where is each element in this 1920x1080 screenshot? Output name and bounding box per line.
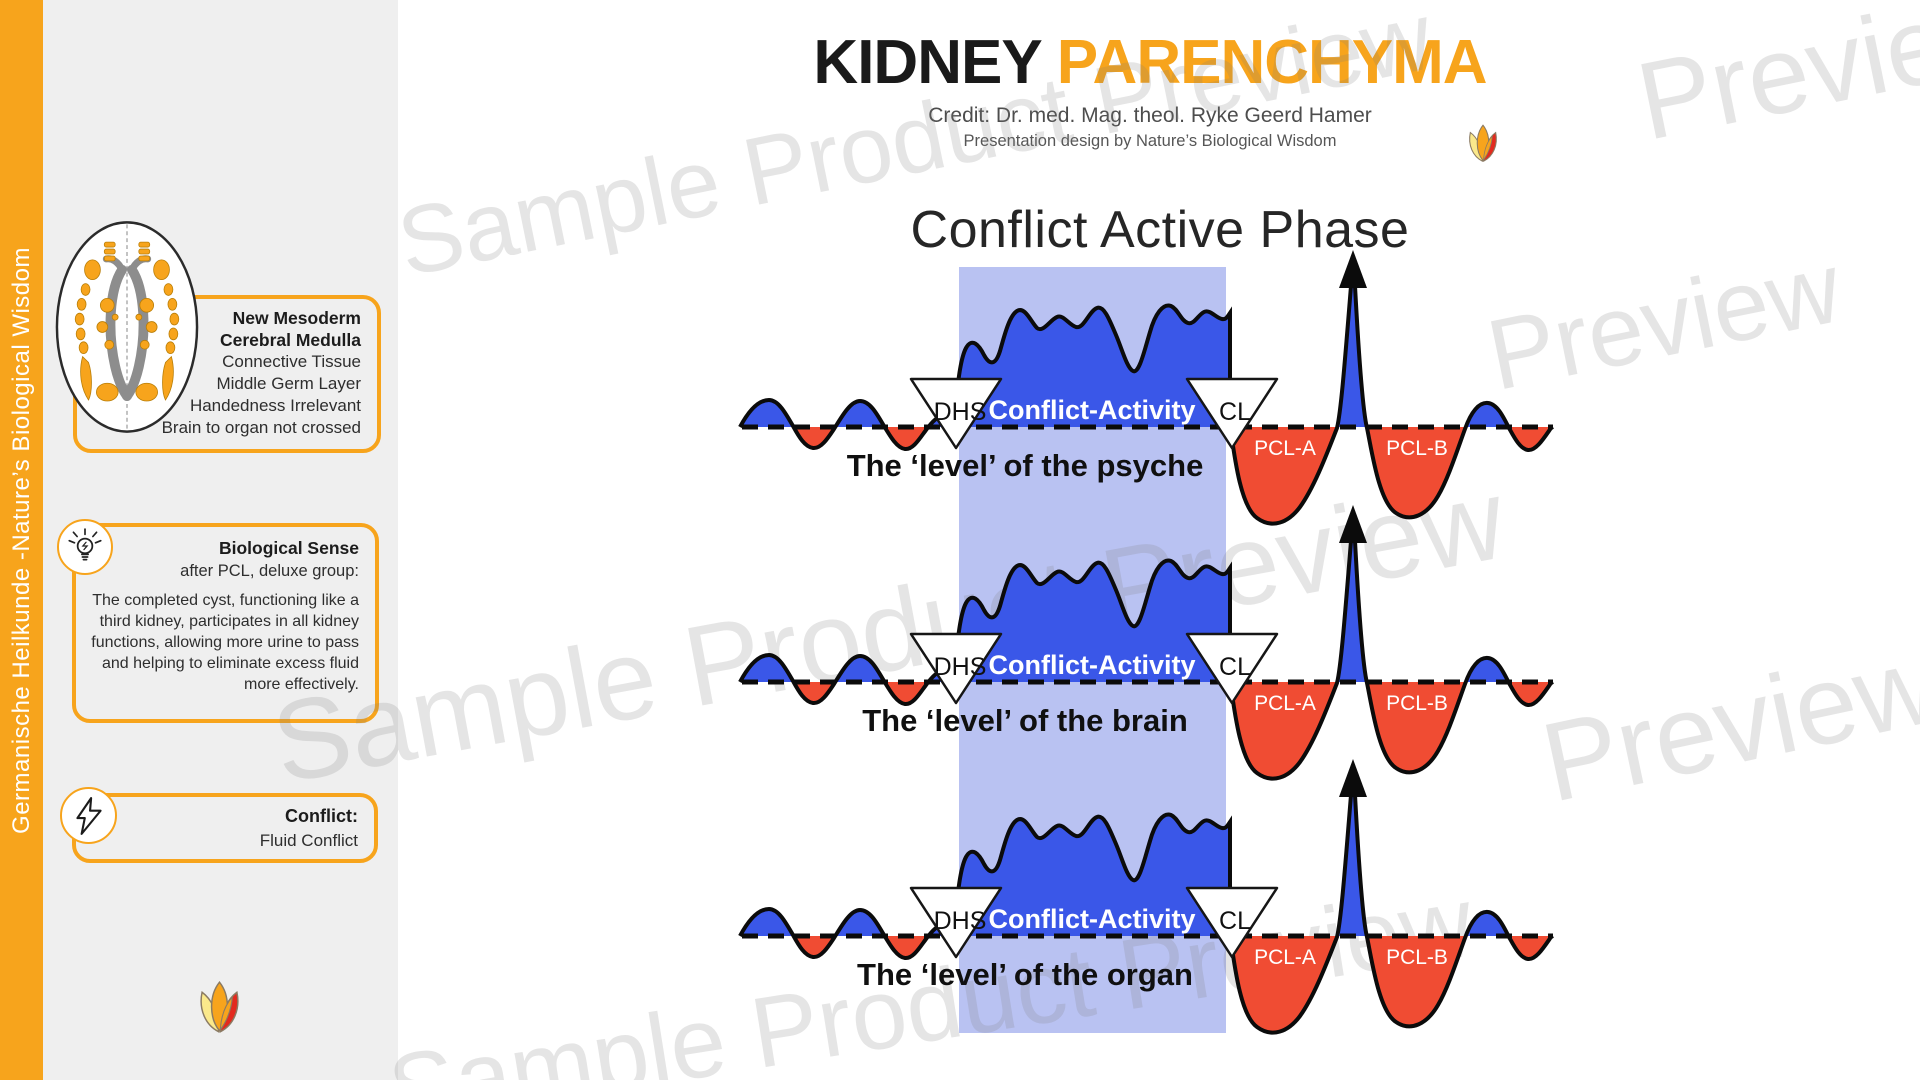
biological-sense-body: The completed cyst, functioning like a t…: [91, 592, 359, 693]
level-label-psyche: The ‘level’ of the psyche: [846, 448, 1204, 483]
level-label-organ: The ‘level’ of the organ: [857, 957, 1193, 992]
mesoderm-line: Middle Germ Layer: [216, 374, 361, 393]
mesoderm-title-2: Cerebral Medulla: [219, 330, 361, 350]
section-title: Conflict Active Phase: [910, 201, 1410, 259]
lightning-icon: [75, 796, 102, 835]
lightbulb-badge: [57, 519, 113, 575]
lightbulb-icon: [68, 528, 102, 561]
mesoderm-line: Brain to organ not crossed: [161, 418, 361, 437]
page-title: KIDNEY PARENCHYMA: [700, 30, 1600, 96]
mesoderm-line: Connective Tissue: [222, 352, 361, 371]
title-orange: PARENCHYMA: [1056, 28, 1488, 97]
sidebar-accent-bar: Germanische Heilkunde -Nature’s Biologic…: [0, 0, 43, 1080]
conflict-box: Conflict: Fluid Conflict: [72, 793, 378, 863]
mesoderm-info-box: New Mesoderm Cerebral Medulla Connective…: [73, 295, 381, 453]
conflict-title: Conflict:: [285, 806, 358, 826]
wave-diagram-organ: [740, 749, 1570, 1059]
mesoderm-title-1: New Mesoderm: [232, 308, 361, 328]
sidebar-vertical-text: Germanische Heilkunde -Nature’s Biologic…: [7, 246, 35, 834]
level-label-brain: The ‘level’ of the brain: [862, 703, 1188, 738]
watermark-fragment: Preview: [1532, 620, 1920, 826]
title-black: KIDNEY: [813, 28, 1041, 97]
mesoderm-line: Handedness Irrelevant: [189, 396, 361, 415]
tulip-logo: [200, 981, 239, 1033]
biological-sense-title: Biological Sense: [218, 538, 359, 558]
biological-sense-subtitle: after PCL, deluxe group:: [180, 562, 359, 580]
credit-line: Credit: Dr. med. Mag. theol. Ryke Geerd …: [928, 104, 1372, 127]
design-credit-line: Presentation design by Nature’s Biologic…: [963, 132, 1337, 150]
header: KIDNEY PARENCHYMA Credit: Dr. med. Mag. …: [700, 30, 1600, 151]
lightning-badge: [60, 787, 117, 844]
biological-sense-box: Biological Sense after PCL, deluxe group…: [72, 523, 379, 723]
conflict-body: Fluid Conflict: [259, 831, 358, 850]
watermark-fragment: Preview: [1627, 0, 1920, 164]
brain-cross-section-icon: [55, 221, 199, 433]
tulip-logo-small: [1469, 124, 1497, 162]
